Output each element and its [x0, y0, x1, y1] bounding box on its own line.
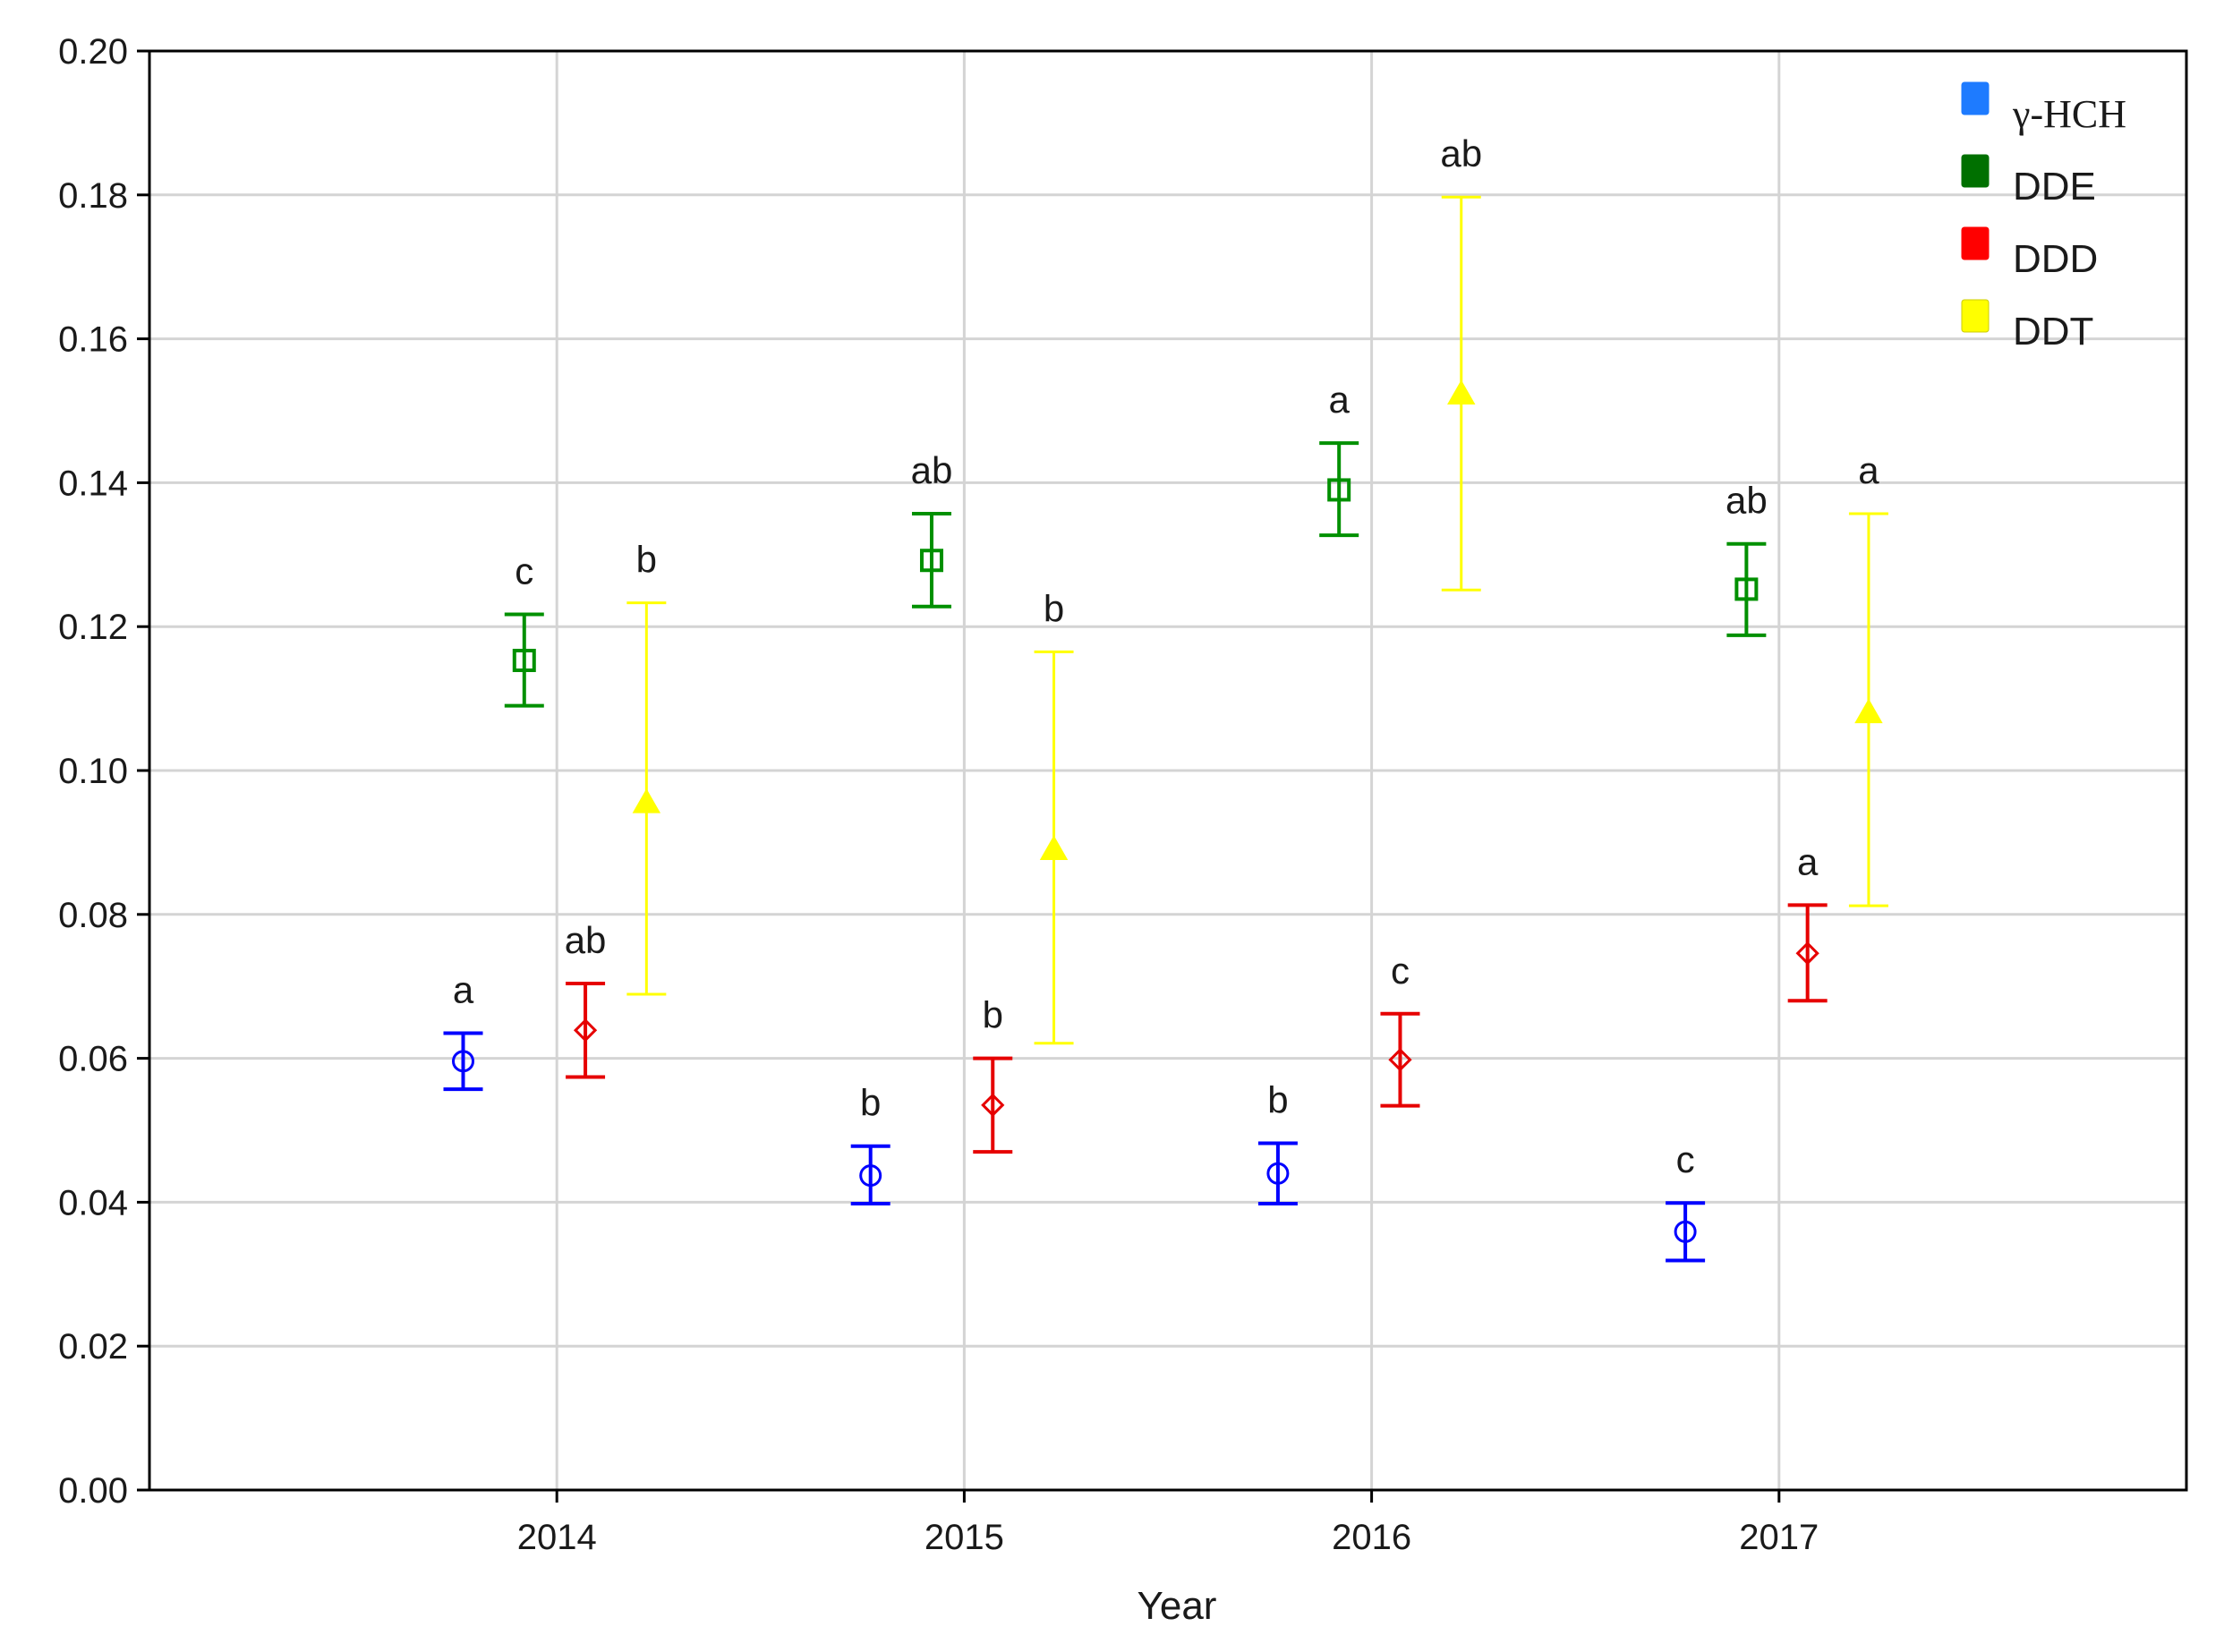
data-point-marker — [632, 788, 661, 813]
data-point-marker — [512, 648, 536, 672]
y-tick-label: 0.06 — [58, 1040, 128, 1079]
x-tick-label: 2017 — [1739, 1518, 1819, 1557]
legend-swatch — [1961, 299, 1990, 333]
data-point-marker — [1039, 835, 1069, 860]
y-tick-label: 0.20 — [58, 32, 128, 72]
data-point-marker — [919, 549, 943, 573]
group-letter-label: a — [1797, 840, 1819, 882]
group-letter-label: c — [515, 550, 533, 592]
data-point-marker — [452, 1050, 475, 1073]
series-DDD: ab b c a — [565, 840, 1828, 1154]
group-letter-label: b — [1044, 587, 1064, 629]
group-letter-label: b — [860, 1082, 881, 1124]
series-DDE: c ab a ab — [504, 379, 1768, 708]
data-point-marker — [1388, 1048, 1412, 1072]
gridlines — [149, 51, 2186, 1490]
data-point-marker — [573, 1018, 598, 1043]
data-point-marker — [859, 1164, 882, 1188]
y-tick-label: 0.08 — [58, 896, 128, 935]
group-letter-label: b — [636, 539, 657, 581]
legend-label: DDD — [2013, 237, 2098, 281]
y-tick-label: 0.10 — [58, 752, 128, 791]
group-letter-label: c — [1391, 949, 1410, 992]
x-tick-label: 2014 — [517, 1518, 597, 1557]
y-tick-label: 0.00 — [58, 1471, 128, 1511]
x-tick-label: 2015 — [925, 1518, 1004, 1557]
x-tick-label: 2016 — [1332, 1518, 1411, 1557]
legend-swatch — [1961, 154, 1990, 188]
data-point-marker — [981, 1093, 1005, 1117]
data-point-marker — [1854, 698, 1883, 724]
group-letter-label: ab — [1440, 132, 1482, 175]
data-point-marker — [1266, 1162, 1290, 1185]
data-point-marker — [1734, 577, 1759, 601]
y-tick-label: 0.14 — [58, 464, 128, 503]
group-letter-label: a — [1858, 449, 1879, 491]
data-point-marker — [1674, 1220, 1697, 1243]
y-tick-label: 0.04 — [58, 1183, 128, 1222]
group-letter-label: a — [1329, 379, 1351, 421]
y-tick-label: 0.02 — [58, 1327, 128, 1367]
legend-label: DDE — [2013, 165, 2096, 209]
data-point-marker — [1447, 379, 1476, 405]
group-letter-label: a — [453, 968, 474, 1010]
legend-swatch — [1961, 226, 1990, 260]
group-letter-label: ab — [911, 449, 953, 491]
y-tick-label: 0.12 — [58, 608, 128, 647]
axes: 0.00 0.02 0.04 0.06 0.08 0.10 0.12 0.14 0.16 0.18… — [58, 32, 2188, 1557]
series-γ-HCH: a b b c — [443, 968, 1706, 1263]
legend-swatch — [1961, 81, 1990, 115]
legend-label: DDT — [2013, 310, 2093, 353]
group-letter-label: c — [1676, 1138, 1695, 1180]
group-letter-label: b — [983, 994, 1003, 1036]
y-tick-label: 0.16 — [58, 320, 128, 360]
group-letter-label: b — [1267, 1078, 1288, 1120]
data-point-marker — [1327, 478, 1351, 502]
group-letter-label: ab — [1726, 480, 1768, 522]
data-point-marker — [1795, 941, 1819, 966]
legend-label: γ-HCH — [2012, 92, 2126, 136]
legend: γ-HCH DDE DDD DDT — [1961, 81, 2126, 353]
y-tick-label: 0.18 — [58, 176, 128, 216]
group-letter-label: ab — [565, 919, 607, 961]
x-axis-title: Year — [1138, 1584, 1217, 1628]
